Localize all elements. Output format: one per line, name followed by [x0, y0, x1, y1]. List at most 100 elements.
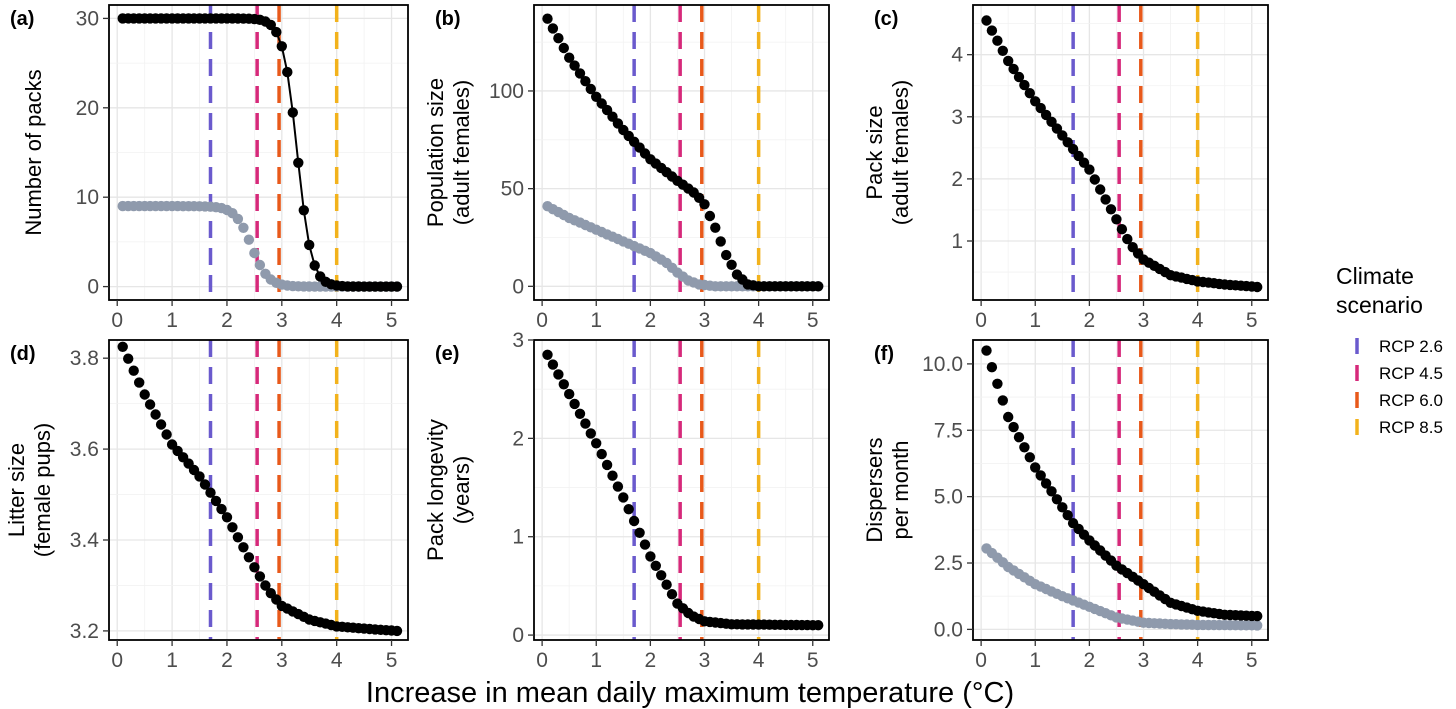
data-point: [1024, 88, 1036, 99]
panel-frame: [533, 339, 830, 641]
legend-title: scenario: [1336, 292, 1423, 318]
y-tick-label: 50: [501, 178, 524, 201]
data-point: [1035, 470, 1046, 481]
x-tick-label: 4: [1192, 309, 1204, 332]
x-tick-label: 5: [1246, 309, 1258, 332]
data-point: [1019, 79, 1030, 91]
y-tick-label: 0: [512, 275, 524, 298]
data-point: [254, 259, 266, 271]
data-point: [243, 234, 255, 245]
x-tick-label: 1: [590, 649, 602, 672]
x-tick-label: 4: [753, 309, 765, 332]
x-tick-label: 3: [699, 309, 711, 332]
data-point: [569, 398, 580, 410]
panel-4: 0 1 2 3 4 5 0 1 2 3 (e) Pack longevity (years): [423, 329, 830, 672]
data-point: [117, 341, 128, 352]
series-black: [542, 349, 824, 631]
panel-frame: [108, 339, 409, 641]
data-point: [813, 281, 824, 292]
x-tick-label: 3: [276, 309, 288, 332]
y-tick-label: 3.4: [70, 529, 100, 552]
data-point: [650, 560, 661, 571]
panel-frame: [972, 4, 1269, 301]
data-point: [1051, 494, 1063, 505]
y-tick-label: 3: [951, 106, 963, 129]
data-point: [144, 399, 156, 410]
data-point: [585, 428, 596, 439]
data-point: [628, 515, 640, 527]
x-tick-label: 0: [536, 649, 548, 672]
data-point: [1252, 610, 1263, 622]
x-tick-label: 3: [276, 649, 288, 672]
legend-label: RCP 8.5: [1379, 418, 1443, 437]
data-point: [194, 471, 205, 482]
data-point: [123, 353, 134, 364]
data-point: [721, 249, 732, 261]
legend-label: RCP 4.5: [1379, 364, 1443, 383]
y-axis-label: per month: [888, 440, 913, 539]
y-tick-label: 3.8: [70, 347, 99, 370]
panel-label: (a): [10, 8, 34, 30]
data-point: [243, 552, 255, 563]
data-point: [612, 481, 624, 492]
panel-2: 0 1 2 3 4 5 1 2 3 4 (c) Pack size (adult females): [862, 4, 1269, 332]
data-point: [1013, 432, 1025, 443]
data-point: [210, 495, 222, 507]
x-tick-label: 1: [1029, 649, 1041, 672]
legend-title: Climate: [1336, 263, 1414, 289]
data-point: [574, 408, 586, 419]
panel-label: (c): [874, 8, 898, 30]
data-point: [254, 571, 266, 582]
x-tick-label: 2: [221, 309, 233, 332]
x-tick-label: 0: [111, 309, 123, 332]
x-tick-label: 4: [331, 649, 343, 672]
data-point: [580, 418, 591, 429]
x-tick-label: 1: [166, 649, 178, 672]
y-axis-label: Dispersers: [862, 437, 887, 542]
y-tick-label: 4: [951, 44, 963, 67]
y-tick-label: 3.2: [70, 620, 99, 643]
series-grey: [117, 200, 403, 292]
panel-3: 0 1 2 3 4 5 3.2 3.4 3.6 3.8 (d) Litter size (female …: [4, 339, 409, 672]
data-point: [553, 33, 564, 44]
x-tick-label: 3: [1138, 309, 1150, 332]
data-point: [547, 23, 559, 34]
data-point: [1089, 174, 1101, 185]
x-tick-label: 0: [975, 649, 987, 672]
data-point: [547, 359, 559, 370]
data-point: [1084, 164, 1095, 175]
scenario-lines: [1071, 340, 1200, 640]
data-point: [569, 60, 580, 71]
y-axis-label: Number of packs: [21, 69, 46, 235]
data-point: [134, 377, 145, 388]
data-point: [238, 222, 249, 233]
panel-frame: [972, 339, 1269, 641]
y-tick-label: 7.5: [934, 419, 963, 442]
data-point: [623, 504, 634, 515]
data-point: [128, 365, 139, 376]
y-tick-label: 10.0: [922, 353, 963, 376]
data-point: [618, 492, 629, 503]
data-point: [1095, 184, 1106, 195]
x-tick-label: 3: [1138, 649, 1150, 672]
x-tick-label: 0: [111, 649, 123, 672]
y-tick-label: 30: [76, 7, 99, 30]
x-tick-label: 2: [645, 309, 657, 332]
y-axis-label: (adult females): [449, 80, 474, 226]
data-point: [309, 260, 320, 271]
data-point: [574, 68, 586, 79]
data-point: [661, 579, 672, 590]
panel-frame: [533, 4, 830, 301]
x-tick-label: 5: [807, 309, 819, 332]
data-point: [992, 378, 1003, 389]
y-axis-label: (female pups): [30, 423, 55, 558]
x-tick-label: 1: [1029, 309, 1041, 332]
y-tick-label: 3: [512, 329, 524, 352]
panel-label: (d): [10, 343, 36, 365]
series-black: [981, 345, 1263, 622]
x-tick-label: 4: [1192, 649, 1204, 672]
data-point: [265, 19, 276, 31]
y-tick-label: 3.6: [70, 438, 99, 461]
panel-label: (b): [435, 8, 461, 30]
